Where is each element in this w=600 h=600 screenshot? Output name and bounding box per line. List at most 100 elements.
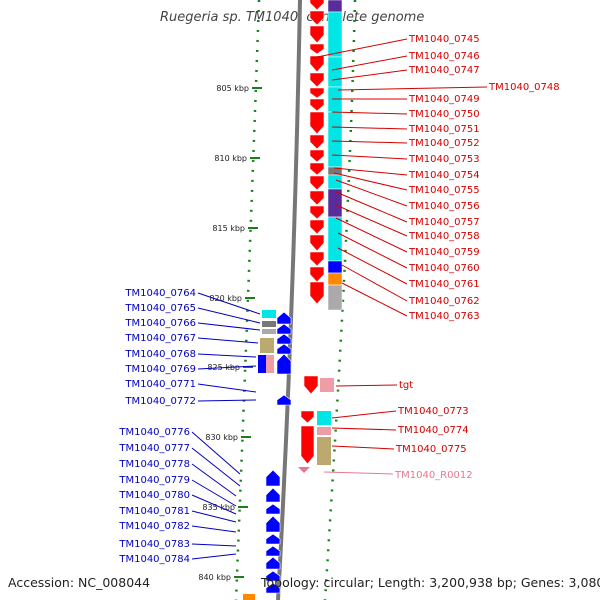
forward-gene-label: TM1040_0753 [408,154,480,165]
forward-feature-block [327,216,343,262]
forward-cds-arrow [309,266,325,283]
forward-feature-block [327,284,343,311]
reverse-gene-label: TM1040_0768 [124,349,196,360]
forward-cds-arrow [309,251,325,267]
forward-gene-label: TM1040_0756 [408,201,480,212]
forward-gene-label: TM1040_0773 [397,406,469,417]
reverse-gene-label: TM1040_0784 [118,554,190,565]
reverse-gene-label: TM1040_0765 [124,303,196,314]
reverse-cds-arrow [265,503,281,515]
scale-tick-label: 820 kbp [209,294,242,303]
forward-leader-line [335,217,408,253]
reverse-leader-line [191,447,241,487]
forward-cds-arrow [300,425,315,465]
forward-leader-line [337,247,408,285]
reverse-leader-line [197,383,257,393]
forward-leader-line [333,172,408,191]
forward-cds-arrow [309,162,325,176]
forward-leader-line [331,126,408,130]
forward-cds-arrow [309,43,325,55]
rna-gene-marker [298,467,310,473]
reverse-leader-line [191,543,237,547]
reverse-cds-arrow [265,487,281,503]
forward-feature-block [317,411,331,425]
reverse-leader-line [197,365,257,370]
reverse-gene-label: TM1040_0764 [124,288,196,299]
forward-gene-label: tgt [399,380,413,391]
forward-feature-block [327,0,343,13]
scale-tick-label: 815 kbp [212,224,245,233]
forward-gene-label: TM1040_0747 [408,65,480,76]
forward-gene-label: TM1040_0775 [395,444,467,455]
reverse-feature-block [266,355,274,373]
forward-leader-line [333,167,408,176]
reverse-leader-line [197,307,261,324]
forward-gene-label: TM1040_0752 [408,138,480,149]
forward-feature-block [317,427,331,435]
reverse-gene-label: TM1040_0778 [118,459,190,470]
forward-leader-line [331,154,408,160]
map-title: Ruegeria sp. TM1040, complete genome [160,10,425,25]
reverse-gene-label: TM1040_0776 [118,427,190,438]
reverse-leader-line [197,399,257,402]
forward-gene-label: TM1040_0746 [408,51,480,62]
scale-tick-label: 830 kbp [205,433,238,442]
scale-tick-label: 810 kbp [214,154,247,163]
reverse-gene-label: TM1040_0779 [118,475,190,486]
forward-cds-arrow [303,375,319,395]
scale-tick-label: 835 kbp [202,503,235,512]
forward-gene-label: TM1040_0763 [408,311,480,322]
forward-feature-block [327,272,343,286]
reverse-gene-label: TM1040_0781 [118,506,190,517]
reverse-gene-label: TM1040_0783 [118,539,190,550]
forward-cds-arrow [309,72,325,88]
forward-feature-block [327,56,343,88]
reverse-cds-arrow [276,311,292,325]
reverse-cds-arrow [276,353,292,375]
forward-leader-line [337,232,408,269]
forward-leader-line [331,410,397,419]
accession-text: Accession: NC_008044 [8,575,151,590]
reverse-gene-label: TM1040_0782 [118,521,190,532]
forward-cds-arrow [309,149,325,163]
reverse-cds-arrow [265,556,281,570]
forward-leader-line [341,264,408,302]
reverse-gene-label: TM1040_0771 [124,379,196,390]
reverse-leader-line [191,510,237,523]
rna-leader-line [323,471,394,475]
forward-leader-line [331,140,408,144]
forward-cds-arrow [309,205,325,220]
forward-feature-block [327,174,343,190]
scale-tick-label: 805 kbp [216,84,249,93]
scale-tick-label: 840 kbp [198,573,231,582]
reverse-feature-block [260,338,274,353]
forward-gene-label: TM1040_0745 [408,34,480,45]
forward-cds-arrow [300,410,315,424]
forward-gene-label: TM1040_0759 [408,247,480,258]
reverse-feature-block [258,355,266,373]
forward-cds-arrow [309,190,325,206]
reverse-cds-arrow [265,515,281,533]
forward-feature-block [327,111,343,168]
forward-gene-label: TM1040_0757 [408,217,480,228]
reverse-leader-line [197,337,259,344]
scale-dotted-line-left [234,0,261,600]
reverse-feature-block [262,321,276,327]
forward-gene-label: TM1040_0751 [408,124,480,135]
reverse-gene-label: TM1040_0772 [124,396,196,407]
reverse-gene-label: TM1040_0777 [118,443,190,454]
forward-gene-label: TM1040_0760 [408,263,480,274]
forward-leader-line [311,38,408,59]
reverse-leader-line [197,353,257,358]
forward-gene-label: TM1040_0749 [408,94,480,105]
forward-gene-label: TM1040_0758 [408,231,480,242]
reverse-feature-block [243,594,255,600]
forward-leader-line [337,86,488,91]
rna-gene-label: TM1040_R0012 [394,470,473,481]
topology-text: Topology: circular; Length: 3,200,938 bp… [261,575,600,590]
forward-cds-arrow [309,10,325,26]
scale-dotted-line-right [323,0,357,600]
reverse-gene-label: TM1040_0769 [124,364,196,375]
